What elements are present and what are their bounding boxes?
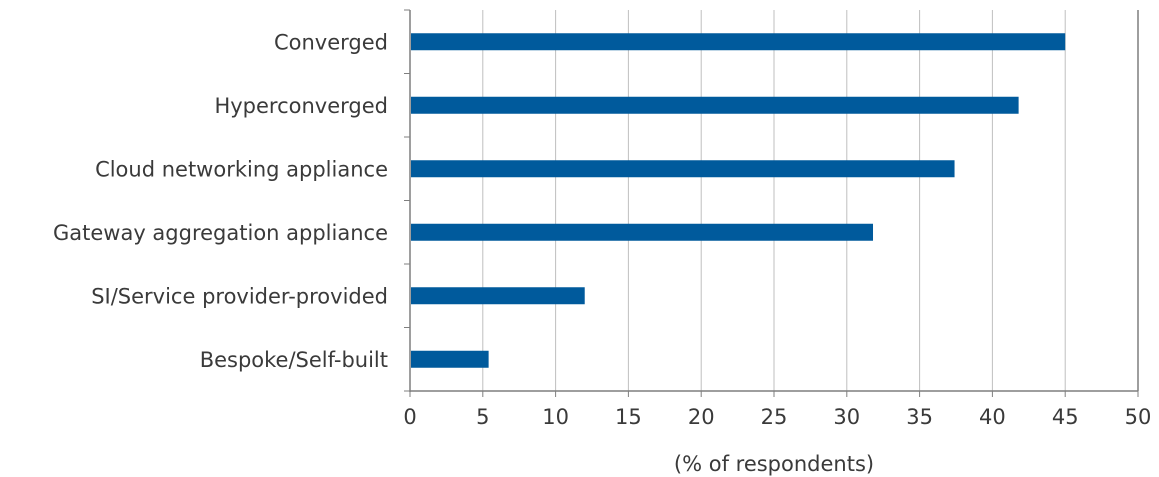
x-tick-label: 0: [403, 405, 416, 429]
x-tick-label: 10: [542, 405, 569, 429]
x-tick-label: 30: [833, 405, 860, 429]
category-labels: Converged Hyperconverged Cloud networking …: [53, 30, 388, 372]
bars: [411, 33, 1066, 368]
axes: [404, 9, 1139, 397]
category-label: Cloud networking appliance: [95, 157, 388, 181]
x-tick-label: 15: [615, 405, 642, 429]
bar: [411, 160, 955, 178]
x-tick-label: 25: [761, 405, 788, 429]
category-label: Bespoke/Self-built: [200, 348, 388, 372]
category-label: Hyperconverged: [214, 94, 388, 118]
bar: [411, 223, 874, 241]
x-tick-label: 5: [476, 405, 489, 429]
category-label: SI/Service provider-provided: [91, 284, 388, 308]
x-axis-title: (% of respondents): [674, 452, 874, 476]
x-tick-label: 40: [979, 405, 1006, 429]
gridlines: [482, 10, 1139, 391]
bar: [411, 96, 1019, 114]
tick-labels: 0 5 10 15 20 25 30 35 40 45 50: [403, 405, 1151, 429]
x-tick-label: 45: [1052, 405, 1079, 429]
bar: [411, 287, 585, 305]
category-label: Gateway aggregation appliance: [53, 221, 388, 245]
category-label: Converged: [274, 30, 388, 54]
bar: [411, 33, 1066, 51]
x-tick-label: 20: [688, 405, 715, 429]
x-tick-label: 50: [1125, 405, 1152, 429]
bar: [411, 350, 489, 368]
x-tick-label: 35: [906, 405, 933, 429]
